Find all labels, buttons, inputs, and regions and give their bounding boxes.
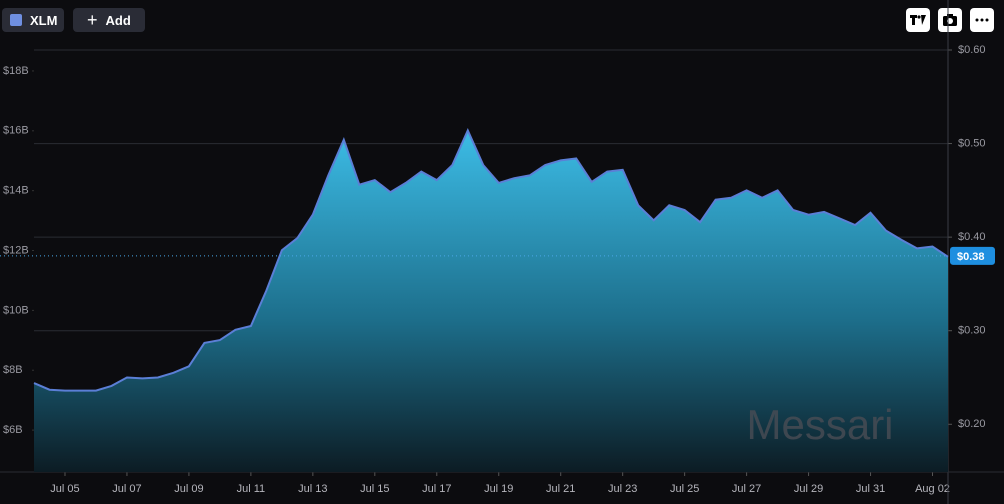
- asset-label: XLM: [30, 12, 58, 28]
- y-tick-label: $14B: [3, 185, 29, 197]
- x-tick-label: Jul 23: [608, 483, 637, 495]
- y2-tick-label: $0.40: [958, 231, 986, 243]
- y-tick-label: $16B: [3, 125, 29, 137]
- add-label: Add: [105, 12, 131, 28]
- x-tick-label: Jul 25: [670, 483, 699, 495]
- more-icon[interactable]: [970, 8, 994, 32]
- y2-tick-label: $0.20: [958, 418, 986, 430]
- asset-swatch: [10, 14, 22, 26]
- y2-tick-label: $0.30: [958, 325, 986, 337]
- x-tick-label: Jul 19: [484, 483, 513, 495]
- current-price-badge: [950, 246, 995, 265]
- y2-tick-label: $0.50: [958, 137, 986, 149]
- x-tick-label: Jul 15: [360, 483, 389, 495]
- x-tick-label: Jul 21: [546, 483, 575, 495]
- asset-chip[interactable]: XLM: [2, 8, 64, 32]
- add-button[interactable]: + Add: [73, 8, 145, 32]
- y-tick-label: $18B: [3, 65, 29, 77]
- y-tick-label: $12B: [3, 244, 29, 256]
- x-tick-label: Jul 13: [298, 483, 327, 495]
- current-price-label: $0.38: [957, 251, 985, 263]
- y2-tick-label: $0.60: [958, 44, 986, 56]
- plus-icon: +: [87, 9, 98, 30]
- area-fill: [34, 130, 948, 472]
- more-glyph: [975, 18, 989, 22]
- y-tick-label: $6B: [3, 424, 23, 436]
- camera-icon[interactable]: [938, 8, 962, 32]
- x-tick-label: Jul 31: [856, 483, 885, 495]
- tv-glyph: [910, 15, 926, 25]
- x-tick-label: Aug 02: [915, 483, 950, 495]
- x-tick-label: Jul 11: [237, 483, 266, 495]
- y-tick-label: $8B: [3, 364, 23, 376]
- x-tick-label: Jul 07: [112, 483, 141, 495]
- x-tick-label: Jul 09: [174, 483, 203, 495]
- x-tick-label: Jul 05: [50, 483, 79, 495]
- y-tick-label: $10B: [3, 304, 29, 316]
- watermark: Messari: [746, 401, 893, 448]
- x-tick-label: Jul 17: [422, 483, 451, 495]
- tradingview-icon[interactable]: [906, 8, 930, 32]
- x-tick-label: Jul 27: [732, 483, 761, 495]
- x-tick-label: Jul 29: [794, 483, 823, 495]
- price-line: [33, 128, 949, 392]
